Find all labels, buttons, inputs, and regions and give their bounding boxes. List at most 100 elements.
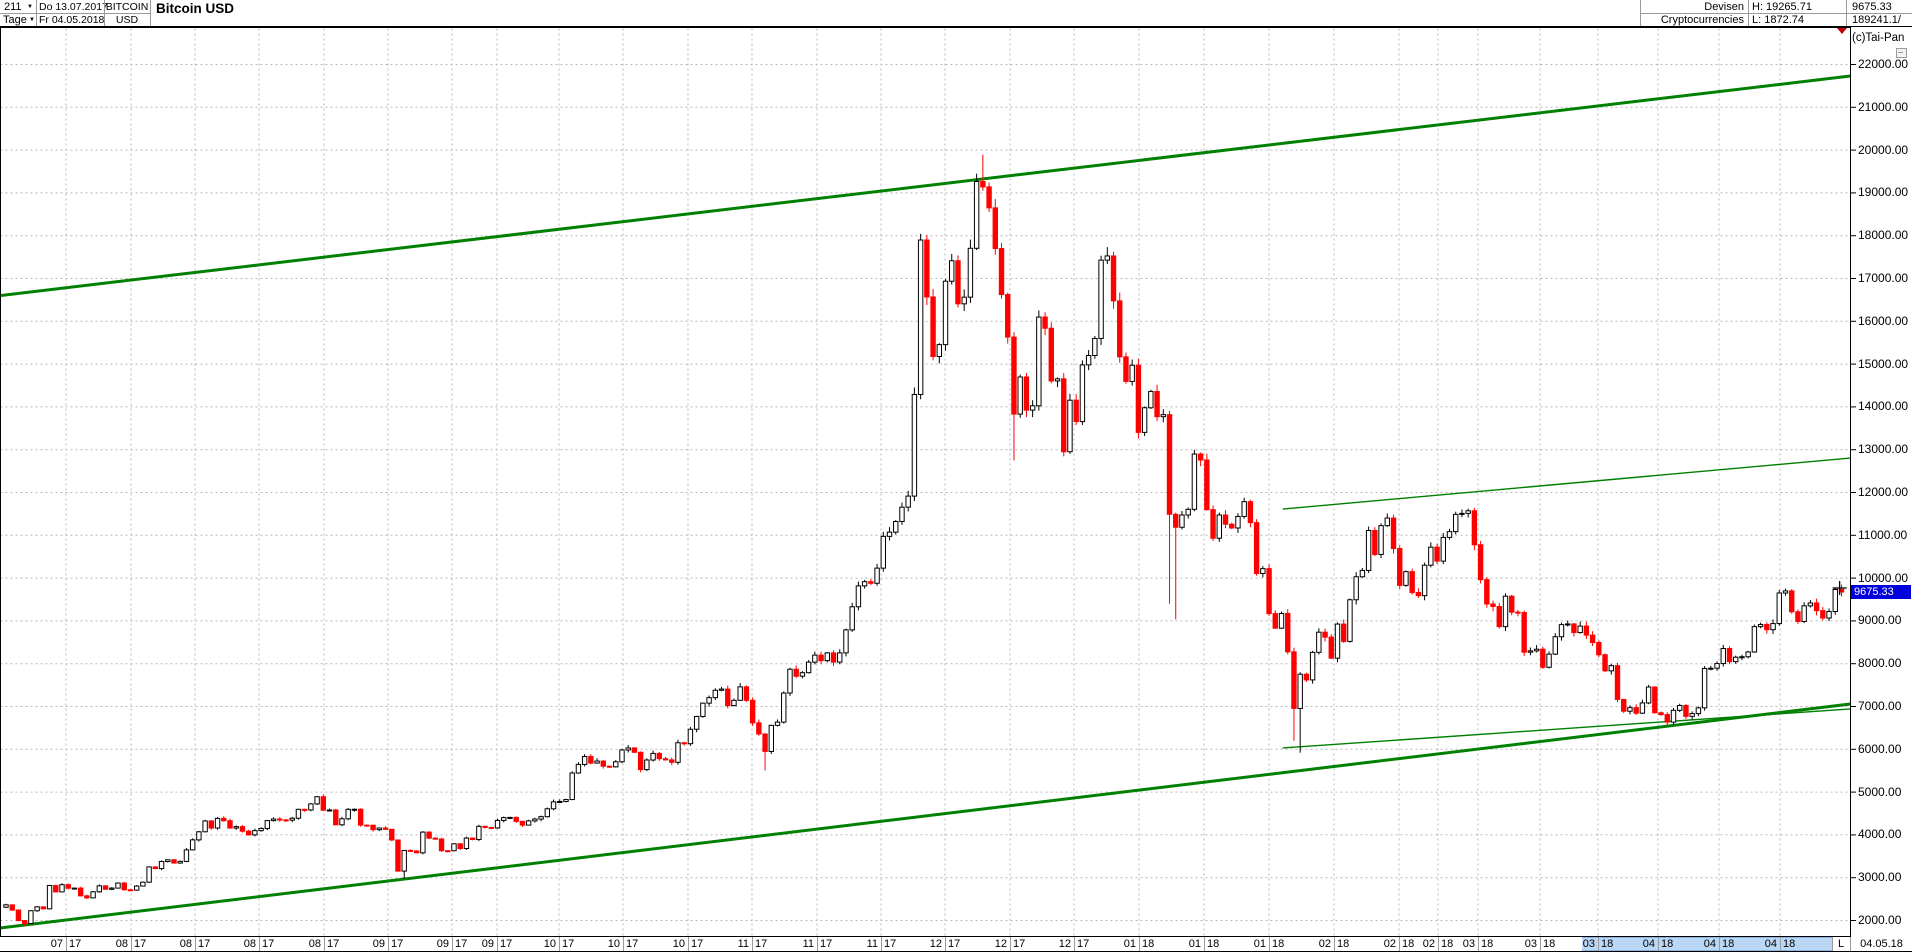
volume-stat: 189241.1/ [1852, 14, 1901, 26]
candle-body [1141, 407, 1148, 433]
collapse-axis-icon[interactable] [1896, 48, 1907, 58]
candle-body [357, 808, 364, 826]
month-label: 11 [737, 938, 749, 950]
candle-body [1353, 576, 1359, 601]
month-label: 12 [994, 938, 1007, 950]
candle-body [712, 689, 719, 699]
month-label: 02 [1422, 938, 1435, 950]
candle-body [96, 885, 103, 893]
candle-body [208, 820, 215, 829]
candle-body [805, 661, 812, 674]
plot-border [0, 27, 1851, 937]
candle-body [364, 824, 370, 827]
candle-body [401, 849, 407, 872]
candle-body [1770, 623, 1776, 631]
candle-body [581, 756, 588, 765]
candle-body [519, 820, 526, 826]
date-from-field[interactable]: Do 13.07.2017 [39, 1, 108, 13]
candle-body [855, 585, 862, 608]
timeframe-dropdown-icon[interactable]: ▼ [29, 17, 35, 23]
candle-body [351, 808, 358, 811]
candle-body [1658, 712, 1664, 716]
date-divider [1540, 937, 1541, 951]
candle-body [432, 837, 439, 840]
price-axis-label: 4000.00 [1858, 827, 1902, 842]
candle-body [911, 393, 918, 497]
candle-body [1533, 648, 1540, 652]
header-row-divider [0, 13, 150, 14]
candle-body [1459, 512, 1465, 515]
candle-body [382, 827, 389, 830]
candle-body [1695, 707, 1702, 715]
period-dropdown-icon[interactable]: ▼ [27, 4, 33, 10]
candle-body [1596, 642, 1602, 656]
candle-body [1577, 625, 1583, 634]
candle-body [34, 906, 40, 912]
month-label: 03 [1462, 938, 1475, 950]
candle-body [1303, 673, 1310, 681]
price-axis-label: 10000.00 [1858, 570, 1909, 585]
candle-body [482, 825, 488, 828]
candle-body [1235, 515, 1241, 529]
year-label: 17 [1077, 938, 1090, 950]
year-label: 17 [562, 938, 575, 950]
candle-body [606, 765, 613, 768]
candle-body [936, 344, 942, 357]
month-label: 08 [308, 938, 321, 950]
candle-body [233, 826, 239, 829]
candle-body [644, 759, 650, 771]
candle-body [320, 796, 327, 811]
candle-body [557, 800, 563, 803]
candle-body [451, 843, 457, 852]
candle-body [270, 818, 277, 822]
year-label: 17 [691, 938, 704, 950]
date-divider [66, 937, 67, 951]
price-axis-label: 6000.00 [1858, 741, 1902, 756]
candle-body [1123, 356, 1129, 382]
candle-body [1110, 255, 1117, 302]
candle-body [600, 760, 607, 767]
candle-body [1166, 414, 1173, 515]
candle-body [961, 296, 967, 305]
candle-body [656, 752, 663, 760]
candle-body [463, 837, 470, 850]
last-price-tag: 9675.33 [1851, 584, 1911, 599]
date-divider [1850, 937, 1851, 951]
candle-body [1689, 713, 1695, 717]
candle-body [942, 280, 949, 346]
candle-body [252, 830, 258, 836]
candle-body [183, 849, 190, 862]
month-label: 12 [929, 938, 942, 950]
candle-body [1079, 364, 1086, 423]
year-label: 17 [884, 938, 897, 950]
date-divider [1074, 937, 1075, 951]
candle-body [109, 887, 115, 890]
candle-body [1390, 517, 1397, 550]
candle-body [1048, 327, 1054, 382]
year-label: 18 [1661, 938, 1674, 950]
candle-body [1409, 571, 1415, 593]
month-label: 09 [372, 938, 385, 950]
candle-body [1260, 568, 1266, 575]
timeframe-value[interactable]: Tage [3, 14, 27, 26]
date-to-field[interactable]: Fr 04.05.2018 [39, 14, 105, 26]
date-divider [452, 937, 453, 951]
year-label: 18 [1337, 938, 1350, 950]
candle-body [1502, 595, 1509, 628]
candle-body [221, 817, 227, 822]
candle-body [1683, 705, 1689, 717]
candle-body [84, 895, 90, 899]
price-axis-label: 5000.00 [1858, 784, 1902, 799]
visible-range-highlight[interactable] [1582, 937, 1832, 951]
candle-body [258, 827, 264, 832]
candle-body [395, 839, 401, 872]
period-value[interactable]: 211 [4, 1, 22, 13]
candle-body [1023, 376, 1030, 411]
date-divider [131, 937, 132, 951]
candle-body [1104, 255, 1110, 261]
year-label: 17 [500, 938, 513, 950]
candle-body [917, 239, 924, 395]
candle-body [1571, 623, 1577, 634]
candle-body [1036, 316, 1042, 407]
